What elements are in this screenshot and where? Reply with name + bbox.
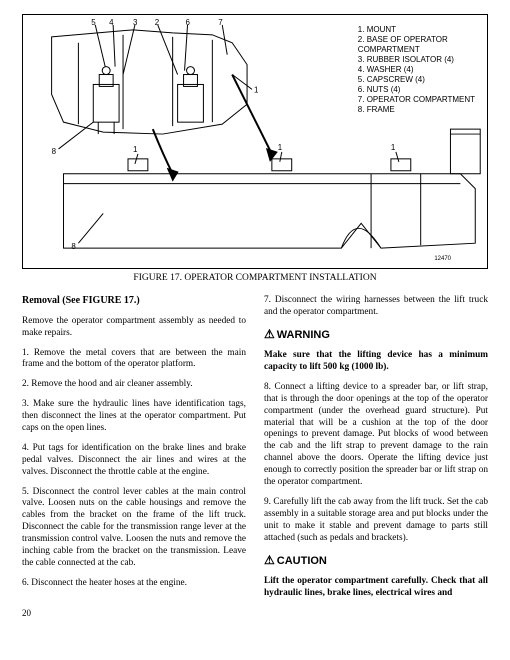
legend-line: 3. RUBBER ISOLATOR (4) bbox=[358, 55, 475, 65]
figure-17: 5 4 3 2 6 7 1 8 8 1 1 bbox=[22, 14, 488, 269]
svg-text:2: 2 bbox=[155, 18, 159, 27]
svg-text:4: 4 bbox=[109, 18, 114, 27]
caution-icon: ⚠ bbox=[264, 553, 275, 567]
warning-label: WARNING bbox=[277, 329, 330, 341]
legend-line: 2. BASE OF OPERATOR bbox=[358, 35, 475, 45]
warning-text: Make sure that the lifting device has a … bbox=[264, 350, 488, 374]
svg-text:1: 1 bbox=[278, 143, 283, 152]
step-5: 5. Disconnect the control lever cables a… bbox=[22, 487, 246, 570]
legend-line: 4. WASHER (4) bbox=[358, 65, 475, 75]
legend-line: COMPARTMENT bbox=[358, 45, 475, 55]
removal-heading: Removal (See FIGURE 17.) bbox=[22, 295, 246, 308]
step-3: 3. Make sure the hydraulic lines have id… bbox=[22, 399, 246, 435]
warning-icon: ⚠ bbox=[264, 327, 275, 341]
figure-ref-number: 12470 bbox=[434, 256, 451, 262]
svg-text:1: 1 bbox=[133, 145, 138, 154]
step-1: 1. Remove the metal covers that are betw… bbox=[22, 348, 246, 372]
legend-line: 8. FRAME bbox=[358, 105, 475, 115]
svg-text:5: 5 bbox=[91, 18, 96, 27]
svg-text:6: 6 bbox=[186, 18, 191, 27]
intro-text: Remove the operator compartment assembly… bbox=[22, 316, 246, 340]
svg-text:8: 8 bbox=[71, 242, 76, 251]
svg-text:1: 1 bbox=[391, 143, 396, 152]
caution-text: Lift the operator compartment carefully.… bbox=[264, 576, 488, 600]
figure-legend: 1. MOUNT 2. BASE OF OPERATOR COMPARTMENT… bbox=[358, 25, 475, 115]
page-number: 20 bbox=[22, 608, 488, 618]
step-9: 9. Carefully lift the cab away from the … bbox=[264, 497, 488, 545]
svg-text:7: 7 bbox=[218, 18, 222, 27]
body-columns: Removal (See FIGURE 17.) Remove the oper… bbox=[22, 295, 488, 600]
legend-line: 6. NUTS (4) bbox=[358, 85, 475, 95]
step-2: 2. Remove the hood and air cleaner assem… bbox=[22, 379, 246, 391]
step-8: 8. Connect a lifting device to a spreade… bbox=[264, 382, 488, 489]
svg-text:1: 1 bbox=[254, 85, 259, 94]
step-4: 4. Put tags for identification on the br… bbox=[22, 443, 246, 479]
legend-line: 5. CAPSCREW (4) bbox=[358, 75, 475, 85]
svg-text:8: 8 bbox=[52, 147, 57, 156]
legend-line: 1. MOUNT bbox=[358, 25, 475, 35]
figure-caption: FIGURE 17. OPERATOR COMPARTMENT INSTALLA… bbox=[22, 273, 488, 283]
caution-heading: ⚠CAUTION bbox=[264, 553, 488, 568]
svg-text:3: 3 bbox=[133, 18, 138, 27]
caution-label: CAUTION bbox=[277, 555, 327, 567]
legend-line: 7. OPERATOR COMPARTMENT bbox=[358, 95, 475, 105]
warning-heading: ⚠WARNING bbox=[264, 327, 488, 342]
step-6: 6. Disconnect the heater hoses at the en… bbox=[22, 578, 246, 590]
step-7: 7. Disconnect the wiring harnesses betwe… bbox=[264, 295, 488, 319]
